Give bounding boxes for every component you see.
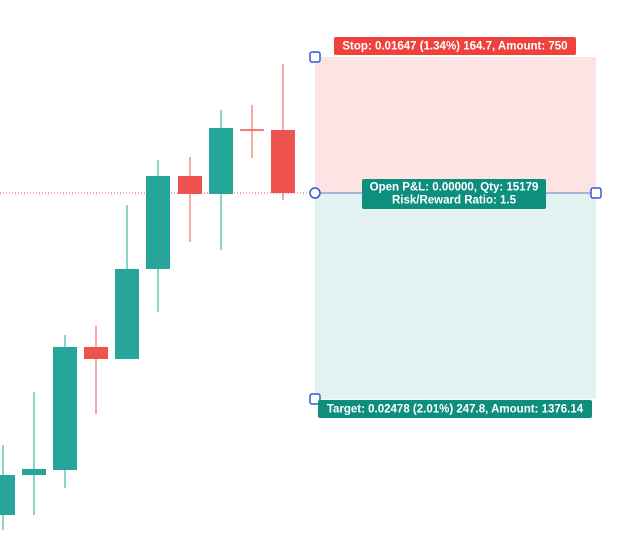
stop-zone bbox=[315, 57, 596, 193]
pnl-label: Open P&L: 0.00000, Qty: 15179 bbox=[370, 182, 539, 194]
pnl-label-bg bbox=[362, 179, 546, 209]
stop-label-bg bbox=[334, 37, 576, 55]
target-handle[interactable] bbox=[309, 393, 321, 405]
stop-handle[interactable] bbox=[309, 51, 321, 63]
candles bbox=[0, 64, 295, 530]
target-zone bbox=[315, 193, 596, 399]
entry-handle[interactable] bbox=[309, 187, 321, 199]
stop-label: Stop: 0.01647 (1.34%) 164.7, Amount: 750 bbox=[342, 41, 567, 53]
target-label: Target: 0.02478 (2.01%) 247.8, Amount: 1… bbox=[327, 404, 584, 416]
ratio-label: Risk/Reward Ratio: 1.5 bbox=[392, 195, 517, 207]
target-label-bg bbox=[318, 400, 592, 418]
handles[interactable] bbox=[309, 51, 602, 405]
width-handle[interactable] bbox=[590, 187, 602, 199]
